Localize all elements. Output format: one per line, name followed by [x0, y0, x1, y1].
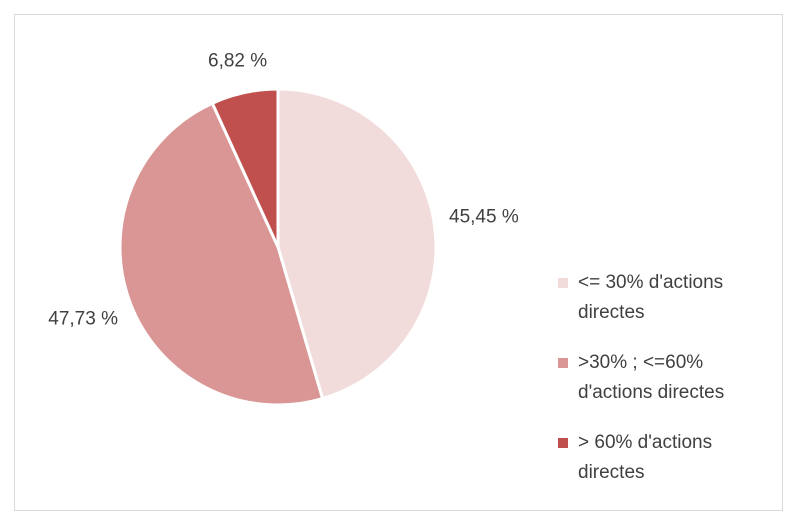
legend-line: directes: [578, 302, 645, 323]
legend-line: >30% ; <=60%: [578, 352, 703, 373]
legend-label: >30% ; <=60% d'actions directes: [578, 352, 724, 403]
pie-slice: [118, 101, 325, 407]
data-label: 6,82 %: [208, 50, 267, 71]
data-label: 47,73 %: [48, 309, 118, 330]
pie-slice: [210, 87, 280, 248]
legend-line: directes: [578, 462, 645, 483]
legend-label: <= 30% d'actions directes: [578, 272, 723, 323]
data-label: 45,45 %: [449, 206, 519, 227]
legend-swatch: [558, 358, 568, 368]
legend-label: > 60% d'actions directes: [578, 432, 712, 483]
legend-line: <= 30% d'actions: [578, 272, 723, 293]
legend-line: d'actions directes: [578, 382, 724, 403]
legend-swatch: [558, 438, 568, 448]
legend-line: > 60% d'actions: [578, 432, 712, 453]
legend-swatch: [558, 278, 568, 288]
pie-slice: [276, 87, 438, 401]
